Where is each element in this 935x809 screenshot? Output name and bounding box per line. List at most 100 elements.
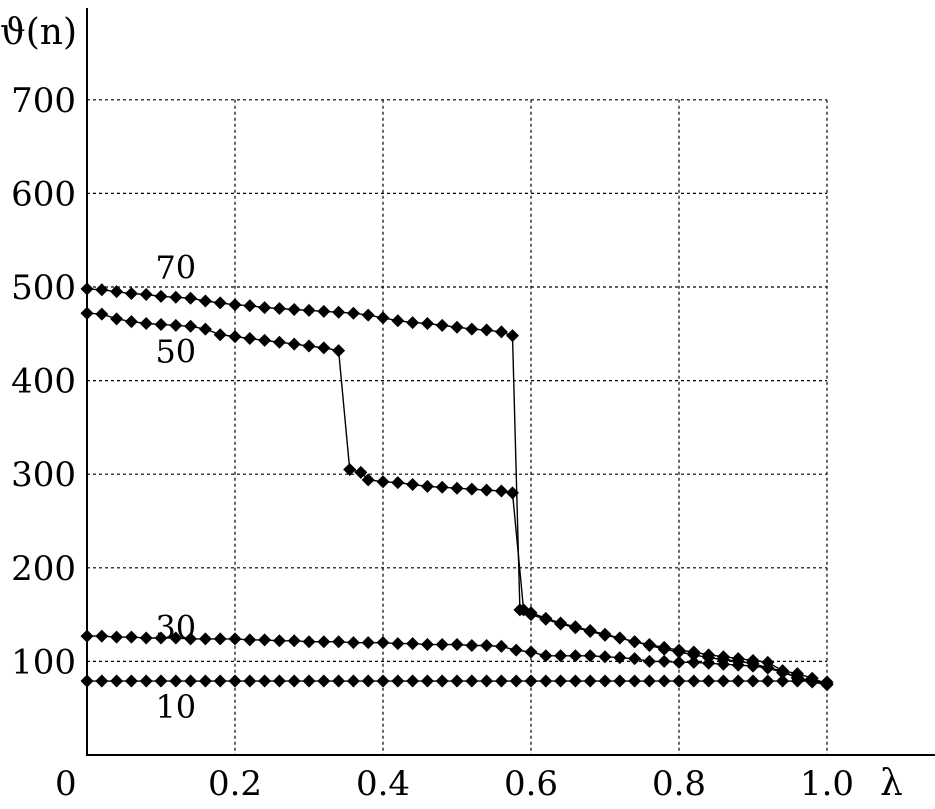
marker-30-26 [465, 638, 479, 652]
series-line-50 [86, 312, 828, 685]
marker-10-43 [716, 674, 730, 688]
series-label-70: 70 [155, 248, 196, 286]
marker-50-13 [272, 335, 286, 349]
x-axis-label: λ [880, 763, 903, 804]
marker-30-43 [716, 657, 730, 671]
marker-30-7 [184, 632, 198, 646]
marker-30-15 [302, 635, 316, 649]
marker-30-18 [346, 636, 360, 650]
marker-50-5 [154, 317, 168, 331]
marker-10-41 [687, 674, 701, 688]
axes [86, 8, 935, 756]
marker-10-38 [642, 674, 656, 688]
marker-30-31 [539, 649, 553, 663]
y-tick-label-200: 200 [11, 549, 76, 589]
marker-50-29 [494, 484, 508, 498]
series-line-70 [86, 288, 828, 686]
marker-50-21 [376, 475, 390, 489]
marker-30-0 [80, 629, 94, 643]
marker-30-34 [583, 649, 597, 663]
series-labels: 70 50 30 10 [155, 248, 196, 726]
marker-50-18 [343, 463, 357, 477]
marker-50-3 [124, 315, 138, 329]
y-tick-label-700: 700 [11, 81, 76, 121]
marker-10-11 [243, 674, 257, 688]
marker-30-36 [613, 651, 627, 665]
marker-30-39 [657, 654, 671, 668]
marker-70-14 [287, 302, 301, 316]
marker-50-7 [184, 319, 198, 333]
marker-10-39 [657, 674, 671, 688]
marker-50-37 [598, 627, 612, 641]
marker-10-31 [539, 674, 553, 688]
series-label-50: 50 [155, 333, 196, 371]
marker-50-14 [287, 337, 301, 351]
marker-70-10 [228, 298, 242, 312]
marker-30-29 [509, 643, 523, 657]
marker-10-46 [761, 674, 775, 688]
marker-70-16 [317, 304, 331, 318]
marker-30-38 [642, 654, 656, 668]
x-tick-label-2: 0.6 [504, 764, 558, 804]
marker-10-29 [509, 674, 523, 688]
series-label-30: 30 [155, 609, 196, 647]
marker-50-19 [354, 465, 368, 479]
marker-10-13 [272, 674, 286, 688]
marker-30-6 [169, 631, 183, 645]
marker-50-17 [332, 344, 346, 358]
marker-70-4 [139, 287, 153, 301]
marker-70-26 [465, 322, 479, 336]
marker-70-0 [80, 282, 94, 296]
marker-30-47 [776, 664, 790, 678]
marker-70-23 [420, 317, 434, 331]
marker-70-28 [494, 325, 508, 339]
marker-50-22 [391, 476, 405, 490]
marker-10-8 [198, 674, 212, 688]
marker-30-33 [568, 649, 582, 663]
marker-10-9 [213, 674, 227, 688]
marker-10-6 [169, 674, 183, 688]
marker-30-5 [154, 631, 168, 645]
marker-70-27 [480, 323, 494, 337]
marker-30-25 [450, 638, 464, 652]
marker-70-7 [184, 291, 198, 305]
marker-70-19 [361, 308, 375, 322]
marker-10-12 [258, 674, 272, 688]
marker-10-36 [613, 674, 627, 688]
marker-30-21 [391, 637, 405, 651]
marker-50-35 [568, 620, 582, 634]
marker-30-1 [95, 629, 109, 643]
marker-10-50 [820, 675, 834, 689]
marker-10-2 [110, 674, 124, 688]
marker-50-6 [169, 318, 183, 332]
origin-tick-label: 0 [55, 764, 77, 804]
marker-50-9 [213, 328, 227, 342]
marker-50-43 [687, 648, 701, 662]
marker-70-12 [258, 301, 272, 315]
marker-30-28 [494, 639, 508, 653]
x-tick-label-1: 0.4 [356, 764, 410, 804]
marker-10-32 [554, 674, 568, 688]
marker-30-44 [731, 658, 745, 672]
marker-30-48 [790, 667, 804, 681]
marker-30-46 [761, 661, 775, 675]
x-tick-label-4: 1.0 [800, 764, 854, 804]
marker-70-6 [169, 290, 183, 304]
marker-70-2 [110, 285, 124, 299]
marker-50-12 [258, 333, 272, 347]
marker-10-28 [494, 674, 508, 688]
marker-10-25 [450, 674, 464, 688]
marker-10-34 [583, 674, 597, 688]
marker-10-16 [317, 674, 331, 688]
marker-30-13 [272, 634, 286, 648]
marker-30-41 [687, 655, 701, 669]
marker-50-40 [642, 638, 656, 652]
marker-50-26 [450, 481, 464, 495]
marker-50-42 [672, 645, 686, 659]
marker-10-30 [524, 674, 538, 688]
marker-70-24 [435, 318, 449, 332]
marker-50-1 [95, 307, 109, 321]
marker-70-13 [272, 302, 286, 316]
y-tick-label-500: 500 [11, 268, 76, 308]
marker-10-22 [406, 674, 420, 688]
